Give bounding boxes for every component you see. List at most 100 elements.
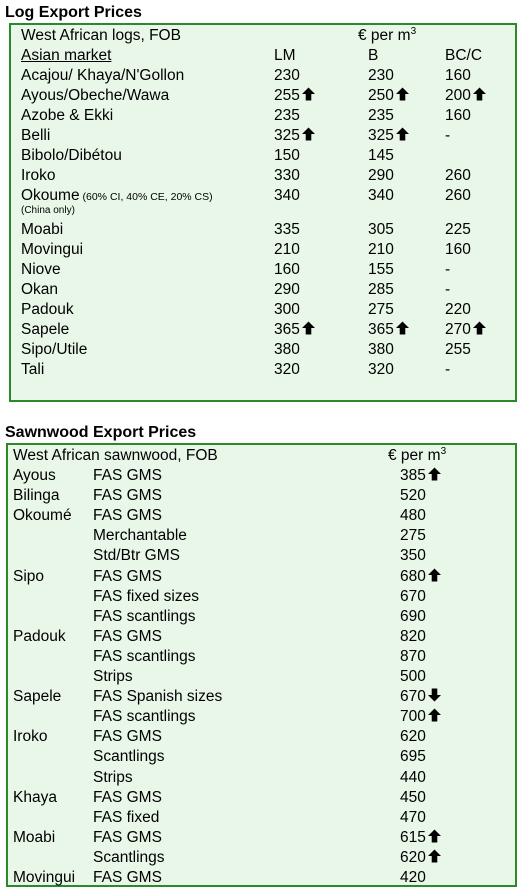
col-bcc-header: BC/C: [445, 47, 483, 64]
log-price-bc: -: [445, 261, 451, 278]
log-price-b: 210: [368, 241, 394, 258]
saw-row: Scantlings 620: [8, 848, 515, 868]
log-price-bc: 200: [445, 86, 486, 106]
log-species-name: Bibolo/Dibétou: [21, 147, 122, 164]
saw-row: Scantlings 695: [8, 747, 515, 767]
saw-grade: FAS scantlings: [93, 647, 196, 665]
log-species-name: Okoume (60% CI, 40% CE, 20% CS): [21, 187, 213, 204]
log-row: Bibolo/Dibétou 150 145: [11, 146, 515, 166]
log-species-name: Sipo/Utile: [21, 341, 88, 358]
saw-grade: FAS GMS: [93, 788, 162, 806]
saw-grade: Scantlings: [93, 748, 165, 766]
saw-header-unit-text: € per m: [388, 447, 441, 464]
log-species-name: Acajou/ Khaya/N'Gollon: [21, 67, 185, 84]
log-price-lm: 300: [274, 301, 300, 318]
log-price-bc: 260: [445, 167, 471, 184]
log-row: Niove 160 155 -: [11, 260, 515, 280]
log-species-name: Niove: [21, 261, 61, 278]
arrow-up-icon: [395, 87, 409, 101]
log-species-note: (60% CI, 40% CE, 20% CS): [79, 191, 213, 203]
saw-row: Iroko FAS GMS 620: [8, 727, 515, 747]
saw-grade: FAS GMS: [93, 728, 162, 746]
col-b-header: B: [368, 47, 379, 64]
saw-price: 500: [400, 668, 426, 685]
log-price-bc: 160: [445, 241, 471, 258]
log-price-lm: 290: [274, 281, 300, 298]
saw-grade: FAS GMS: [93, 507, 162, 525]
arrow-up-icon: [301, 87, 315, 101]
log-price-b: 235: [368, 107, 394, 124]
saw-grade: Merchantable: [93, 527, 187, 545]
log-price-bc: -: [445, 361, 451, 378]
log-price-bc: 160: [445, 67, 471, 84]
arrow-up-icon: [472, 321, 486, 335]
saw-grade: FAS scantlings: [93, 607, 196, 625]
saw-row: Sipo FAS GMS 680: [8, 567, 515, 587]
log-price-bc: -: [445, 127, 451, 144]
log-row: Okan 290 285 -: [11, 280, 515, 300]
saw-price: 440: [400, 768, 426, 786]
log-row: Ayous/Obeche/Wawa 255 250 200: [11, 86, 515, 106]
log-header-label: West African logs, FOB: [21, 27, 181, 44]
log-section-title: Log Export Prices: [5, 4, 142, 21]
log-price-lm: 340: [274, 187, 300, 204]
saw-species-name: Padouk: [13, 627, 66, 645]
log-price-b: 250: [368, 86, 409, 106]
log-species-name: Iroko: [21, 167, 56, 184]
log-price-lm: 330: [274, 167, 300, 184]
log-price-lm: 160: [274, 261, 300, 278]
saw-price: 420: [400, 869, 426, 886]
saw-grade: FAS fixed: [93, 808, 160, 826]
log-row: Okoume (60% CI, 40% CE, 20% CS) 340 340 260: [11, 186, 515, 206]
log-price-bc: 270: [445, 320, 486, 340]
saw-row: Padouk FAS GMS 820: [8, 627, 515, 647]
log-price-bc: 260: [445, 187, 471, 204]
log-row: Padouk 300 275 220: [11, 300, 515, 320]
arrow-up-icon: [395, 127, 409, 141]
log-price-b: 285: [368, 281, 394, 298]
saw-species-name: Movingui: [13, 869, 76, 886]
saw-price: 700: [400, 707, 441, 727]
arrow-up-icon: [427, 829, 441, 843]
saw-row: FAS scantlings 700: [8, 707, 515, 727]
saw-price: 615: [400, 828, 441, 848]
saw-header-row: West African sawnwood, FOB € per m3: [8, 446, 515, 466]
saw-price: 870: [400, 647, 426, 665]
saw-grade: FAS GMS: [93, 487, 162, 505]
log-species-name: Okan: [21, 281, 59, 298]
log-price-lm: 320: [274, 361, 300, 378]
log-row: Acajou/ Khaya/N'Gollon 230 230 160: [11, 66, 515, 86]
saw-price: 690: [400, 607, 426, 625]
log-price-bc: -: [445, 281, 451, 298]
arrow-up-icon: [301, 127, 315, 141]
saw-species-name: Okoumé: [13, 507, 72, 525]
saw-species-name: Bilinga: [13, 487, 60, 505]
saw-row: Strips 500: [8, 667, 515, 687]
saw-price: 670: [400, 687, 441, 707]
arrow-up-icon: [427, 849, 441, 863]
saw-price: 620: [400, 848, 441, 868]
log-price-b: 230: [368, 67, 394, 84]
log-price-b: 320: [368, 361, 394, 378]
saw-grade: Strips: [93, 668, 133, 685]
log-species-name: Azobe & Ekki: [21, 107, 114, 124]
arrow-up-icon: [427, 467, 441, 481]
saw-grade: FAS GMS: [93, 627, 162, 645]
log-price-b: 340: [368, 187, 394, 204]
saw-price: 680: [400, 567, 441, 587]
saw-price: 520: [400, 487, 426, 505]
log-row: Moabi 335 305 225: [11, 220, 515, 240]
arrow-up-icon: [472, 87, 486, 101]
saw-row: FAS scantlings 870: [8, 647, 515, 667]
saw-row: FAS fixed 470: [8, 808, 515, 828]
saw-row: Khaya FAS GMS 450: [8, 788, 515, 808]
log-species-name: Movingui: [21, 241, 84, 258]
saw-row: FAS scantlings 690: [8, 607, 515, 627]
saw-grade: Std/Btr GMS: [93, 547, 180, 565]
saw-grade: FAS Spanish sizes: [93, 688, 223, 706]
saw-row: Moabi FAS GMS 615: [8, 828, 515, 848]
saw-price: 470: [400, 808, 426, 826]
col-lm-header: LM: [274, 47, 296, 64]
log-market-row: Asian market LM B BC/C: [11, 46, 515, 66]
arrow-up-icon: [427, 568, 441, 581]
